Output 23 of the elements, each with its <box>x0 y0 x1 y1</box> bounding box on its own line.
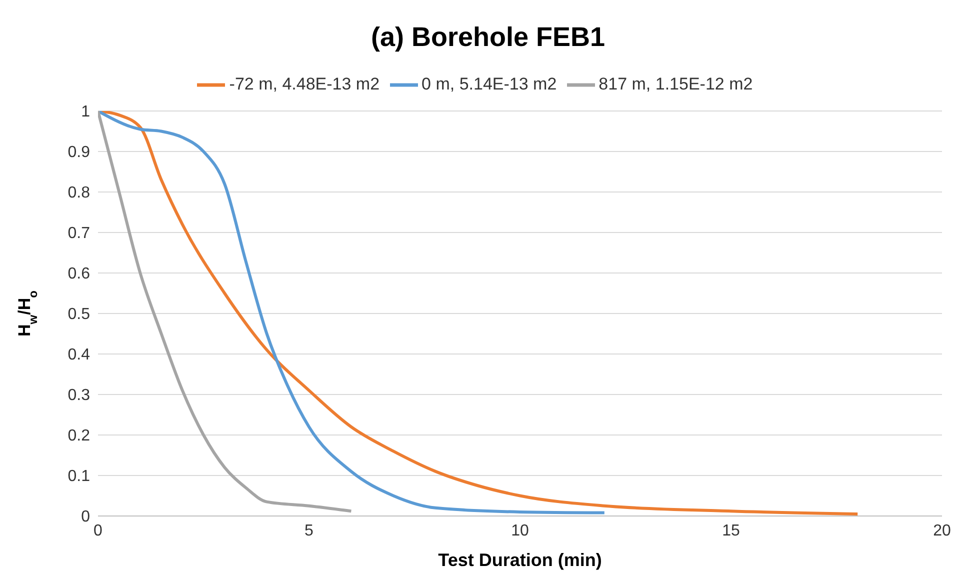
y-tick-label: 0.3 <box>68 387 90 404</box>
line-series <box>98 111 606 514</box>
legend-label: 817 m, 1.15E-12 m2 <box>598 74 753 94</box>
y-tick-label: 1 <box>81 104 90 121</box>
y-tick-label: 0 <box>81 508 90 526</box>
x-tick-label: 5 <box>304 522 314 540</box>
y-tick-label: 0.8 <box>68 184 90 202</box>
y-tick-label: 0.9 <box>68 144 90 162</box>
x-tick-label: 15 <box>722 522 740 540</box>
x-tick-label: 10 <box>511 522 529 540</box>
line-series <box>98 111 353 513</box>
y-tick-label: 0.5 <box>68 306 90 324</box>
x-axis-title: Test Duration (min) <box>438 550 602 570</box>
x-tick-label: 20 <box>933 522 951 540</box>
chart-title: (a) Borehole FEB1 <box>370 21 606 54</box>
legend-label: 0 m, 5.14E-13 m2 <box>422 74 557 94</box>
y-tick-label: 0.1 <box>68 468 90 486</box>
y-tick-label: 0.6 <box>68 266 90 283</box>
y-tick-label: 0.7 <box>68 225 90 242</box>
y-tick-label: 0.4 <box>68 346 90 364</box>
y-tick-label: 0.2 <box>68 428 90 445</box>
legend-label: -72 m, 4.48E-13 m2 <box>229 74 380 94</box>
x-tick-label: 0 <box>94 522 103 540</box>
